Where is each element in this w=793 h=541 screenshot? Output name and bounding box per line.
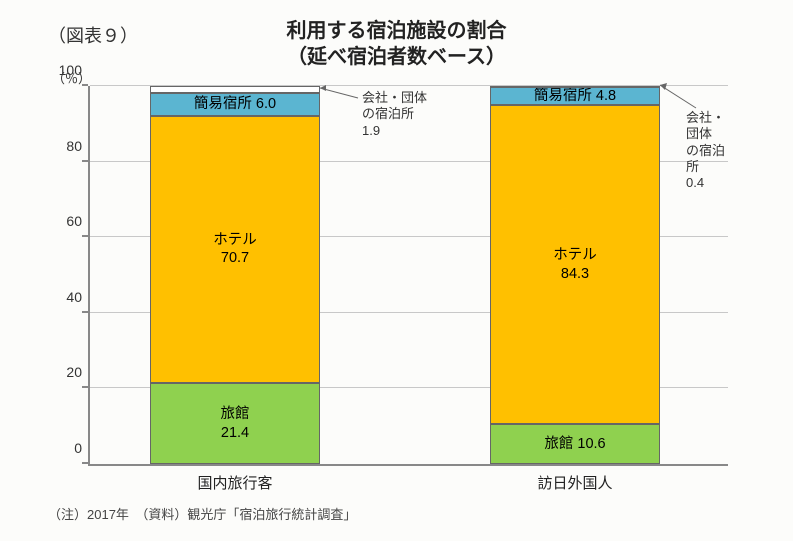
- ytick-60: 60: [48, 213, 82, 229]
- bar-foreign: 旅館 10.6 ホテル 84.3 簡易宿所 4.8 訪日外国人: [490, 86, 660, 464]
- footnote: （注）2017年 （資料）観光庁「宿泊旅行統計調査」: [48, 504, 356, 523]
- figure-container: （図表９） 利用する宿泊施設の割合 （延べ宿泊者数ベース） （％） 0 20 4…: [0, 0, 793, 541]
- seg-foreign-hotel: ホテル 84.3: [490, 105, 660, 424]
- callout-line: 1.9: [362, 123, 427, 139]
- seg-foreign-ryokan: 旅館 10.6: [490, 424, 660, 464]
- callout-line: 0.4: [686, 175, 728, 191]
- callout-domestic-company: 会社・団体 の宿泊所 1.9: [362, 90, 427, 139]
- ytick-100: 100: [48, 62, 82, 78]
- ytick-80: 80: [48, 138, 82, 154]
- callout-line: 会社・団体: [686, 110, 728, 143]
- callout-foreign-company: 会社・団体 の宿泊所 0.4: [686, 110, 728, 191]
- seg-label: ホテル: [213, 231, 257, 249]
- seg-value: 70.7: [221, 249, 249, 267]
- x-category-foreign: 訪日外国人: [490, 464, 660, 493]
- seg-value: 84.3: [561, 265, 589, 283]
- bar-domestic: 旅館 21.4 ホテル 70.7 簡易宿所 6.0 国内旅行客: [150, 86, 320, 464]
- callout-line: の宿泊所: [362, 106, 427, 122]
- chart-title: 利用する宿泊施設の割合 （延べ宿泊者数ベース）: [0, 18, 793, 70]
- ytick-0: 0: [48, 440, 82, 456]
- x-category-domestic: 国内旅行客: [150, 464, 320, 493]
- seg-foreign-simple: 簡易宿所 4.8: [490, 87, 660, 105]
- callout-line: 会社・団体: [362, 90, 427, 106]
- seg-domestic-company: [150, 86, 320, 93]
- seg-label: 簡易宿所 4.8: [534, 87, 616, 105]
- title-line-2: （延べ宿泊者数ベース）: [0, 44, 793, 70]
- ytick-20: 20: [48, 364, 82, 380]
- seg-label: 旅館: [221, 405, 250, 423]
- leader-line-icon: [320, 84, 360, 102]
- callout-line: の宿泊所: [686, 143, 728, 176]
- seg-domestic-hotel: ホテル 70.7: [150, 116, 320, 383]
- plot-area: 0 20 40 60 80 100 旅館 21.4 ホテル 70.7 簡易宿所 …: [88, 86, 728, 466]
- seg-foreign-company: [490, 86, 660, 88]
- seg-label: 旅館 10.6: [544, 435, 605, 453]
- leader-line-icon: [660, 82, 700, 112]
- seg-domestic-simple: 簡易宿所 6.0: [150, 93, 320, 116]
- seg-domestic-ryokan: 旅館 21.4: [150, 383, 320, 464]
- seg-value: 21.4: [221, 424, 249, 442]
- title-line-1: 利用する宿泊施設の割合: [0, 18, 793, 44]
- seg-label: ホテル: [553, 246, 597, 264]
- seg-label: 簡易宿所 6.0: [194, 95, 276, 113]
- ytick-40: 40: [48, 289, 82, 305]
